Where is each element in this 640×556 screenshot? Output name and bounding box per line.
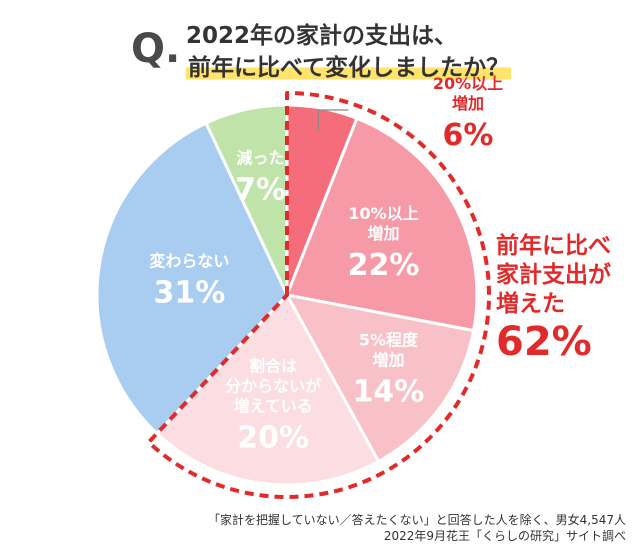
slice-label: 分からないが bbox=[225, 376, 321, 395]
increase-highlight-outline bbox=[146, 91, 491, 499]
pie-slice bbox=[284, 292, 476, 464]
slice-value: 6% bbox=[443, 118, 494, 153]
slice-label: 増えている bbox=[234, 396, 313, 415]
question-mark: Q. bbox=[131, 26, 181, 72]
question-line-1: 2022年の家計の支出は、 bbox=[186, 23, 458, 49]
slice-value: 31% bbox=[154, 276, 226, 311]
pie-slice bbox=[204, 103, 289, 296]
slice-label: 増加 bbox=[368, 224, 400, 243]
increase-callout-label: 前年に比べ家計支出が増えた bbox=[496, 232, 611, 319]
slice-label: 10%以上 bbox=[348, 204, 418, 223]
increase-callout-label-line: 家計支出が bbox=[496, 262, 611, 288]
pie-slice bbox=[95, 121, 289, 436]
slice-label: 増加 bbox=[372, 351, 404, 370]
slice-label: 割合は bbox=[249, 356, 297, 375]
slice-value: 20% bbox=[237, 420, 309, 455]
slice-label: 20%以上 bbox=[433, 74, 503, 93]
slice-value: 14% bbox=[353, 375, 425, 410]
slice-value: 22% bbox=[348, 248, 420, 283]
question-line-2: 前年に比べて変化しましたか？ bbox=[186, 48, 512, 82]
slice-label: 変わらない bbox=[149, 252, 229, 271]
footnote-line-1: 「家計を把握していない／答えたくない」と回答した人を除く、男女4,547人 bbox=[208, 513, 626, 527]
slice-label: 減った bbox=[236, 148, 284, 167]
slice-label: 増加 bbox=[452, 94, 484, 113]
footnote: 「家計を把握していない／答えたくない」と回答した人を除く、男女4,547人 20… bbox=[208, 512, 626, 544]
increase-callout-label-line: 増えた bbox=[496, 291, 565, 317]
slice-value: 7% bbox=[235, 172, 286, 207]
pie-slice bbox=[284, 116, 479, 333]
footnote-line-2: 2022年9月花王「くらしの研究」サイト調べ bbox=[383, 529, 626, 543]
increase-callout: 前年に比べ家計支出が増えた 62% bbox=[496, 232, 611, 365]
pie-slice bbox=[154, 292, 381, 487]
increase-callout-label-line: 前年に比べ bbox=[496, 233, 611, 259]
slice-label: 5%程度 bbox=[359, 331, 419, 350]
increase-callout-value: 62% bbox=[496, 319, 592, 365]
